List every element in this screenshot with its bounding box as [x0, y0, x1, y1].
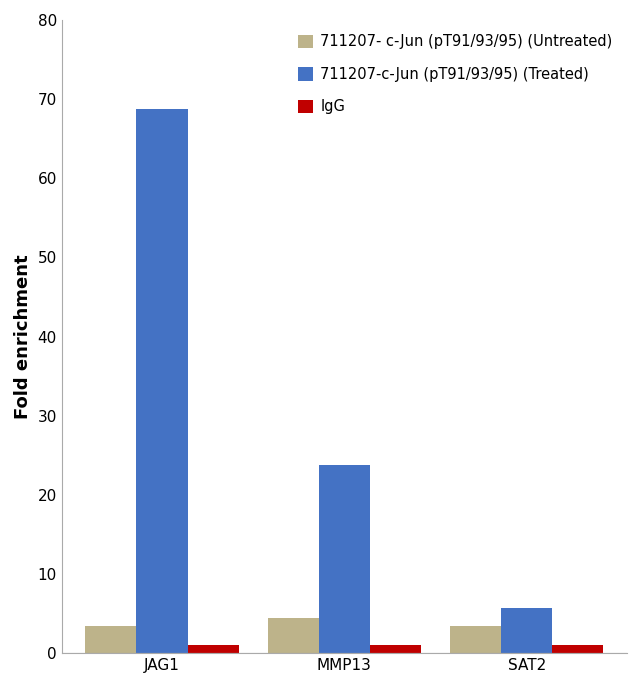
Bar — [370, 645, 421, 653]
Legend: 711207- c-Jun (pT91/93/95) (Untreated), 711207-c-Jun (pT91/93/95) (Treated), IgG: 711207- c-Jun (pT91/93/95) (Untreated), … — [291, 27, 620, 122]
Y-axis label: Fold enrichment: Fold enrichment — [14, 254, 32, 419]
Bar — [501, 608, 553, 653]
Bar — [137, 109, 188, 653]
Bar — [553, 645, 603, 653]
Bar — [268, 618, 319, 653]
Bar — [450, 626, 501, 653]
Bar — [85, 627, 137, 653]
Bar — [319, 465, 370, 653]
Bar — [188, 645, 238, 653]
